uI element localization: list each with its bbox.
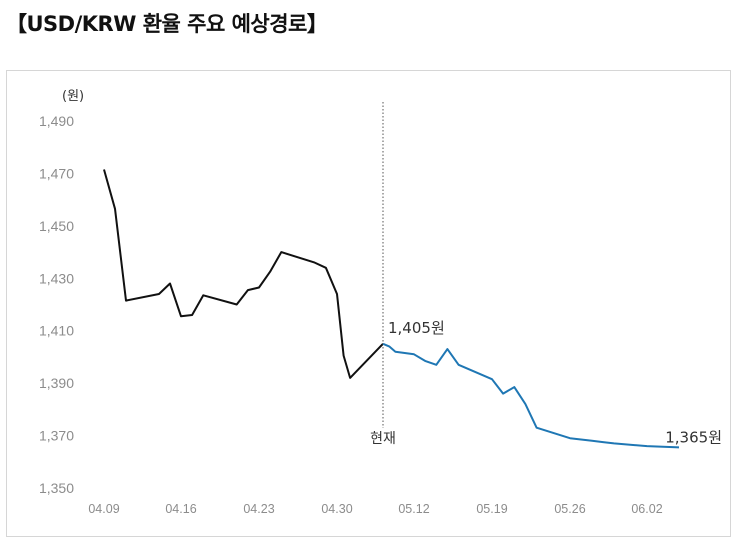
x-tick-label: 05.12 [398,502,429,516]
chart-frame [6,70,731,537]
series-line-forecast [382,342,680,449]
x-tick-label: 05.19 [476,502,507,516]
x-tick-label: 04.23 [243,502,274,516]
page-title: 【USD/KRW 환율 주요 예상경로】 [6,12,328,36]
series-layer [103,169,680,449]
annotation-layer: 1,405원 1,365원 [388,319,722,447]
y-tick-label: 1,390 [39,375,74,391]
y-tick-label: 1,490 [39,113,74,129]
x-tick-label: 06.02 [631,502,662,516]
y-tick-label: 1,450 [39,218,74,234]
value-annotation: 1,405원 [388,319,445,337]
x-tick-label: 05.26 [554,502,585,516]
y-tick-label: 1,370 [39,428,74,444]
x-tick-label: 04.16 [165,502,196,516]
y-axis: 1,350 1,370 1,390 1,410 1,430 1,450 1,470 1,490 [39,113,74,496]
y-unit-label: (원) [62,89,84,104]
current-divider-label: 현재 [370,431,396,447]
y-tick-label: 1,430 [39,270,74,286]
y-tick-label: 1,470 [39,165,74,181]
series-line-actual [103,169,384,379]
x-tick-label: 04.09 [88,502,119,516]
x-axis: 04.09 04.16 04.23 04.30 05.12 05.19 05.26 06.02 [88,502,662,516]
value-annotation: 1,365원 [665,429,722,447]
x-tick-label: 04.30 [321,502,352,516]
y-tick-label: 1,350 [39,480,74,496]
y-tick-label: 1,410 [39,323,74,339]
